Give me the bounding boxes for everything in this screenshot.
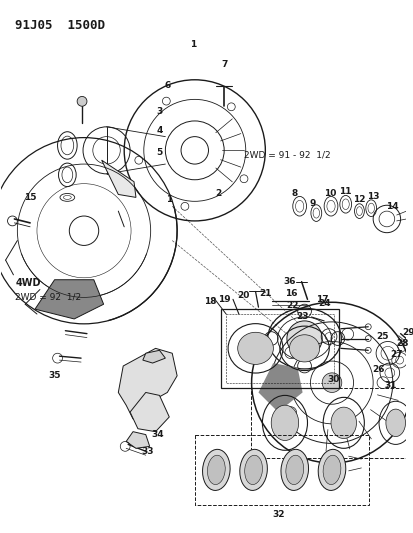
Text: 26: 26: [371, 366, 383, 374]
Polygon shape: [258, 363, 302, 412]
Ellipse shape: [207, 455, 225, 484]
Circle shape: [286, 321, 321, 356]
Ellipse shape: [285, 455, 303, 484]
Bar: [194, 434, 368, 505]
Text: 11: 11: [339, 187, 351, 196]
Polygon shape: [102, 160, 135, 197]
Text: 31: 31: [384, 381, 396, 390]
Text: 22: 22: [286, 301, 298, 310]
Ellipse shape: [271, 405, 298, 440]
Text: 10: 10: [323, 189, 335, 198]
Text: 34: 34: [151, 430, 164, 439]
Text: 27: 27: [389, 350, 402, 359]
Text: 2: 2: [215, 189, 221, 198]
Text: 7: 7: [221, 60, 227, 69]
Ellipse shape: [244, 455, 262, 484]
Ellipse shape: [318, 449, 345, 490]
Ellipse shape: [202, 449, 230, 490]
Text: 30: 30: [327, 375, 339, 384]
Text: 6: 6: [164, 81, 170, 90]
Text: 3: 3: [156, 107, 162, 116]
Text: 1: 1: [166, 195, 172, 204]
Text: 23: 23: [296, 312, 308, 321]
Text: 16: 16: [284, 289, 297, 298]
Text: 14: 14: [385, 201, 398, 211]
Polygon shape: [35, 280, 103, 319]
Text: 24: 24: [317, 299, 330, 308]
Text: 25: 25: [376, 332, 388, 341]
Text: 9: 9: [309, 199, 315, 208]
Text: 29: 29: [401, 328, 413, 337]
Text: 17: 17: [315, 295, 328, 304]
Text: 4WD: 4WD: [15, 278, 41, 288]
Text: 13: 13: [366, 192, 378, 201]
Text: 8: 8: [291, 189, 297, 198]
Text: 19: 19: [217, 295, 230, 304]
Ellipse shape: [330, 407, 356, 439]
Text: 35: 35: [48, 372, 61, 380]
Text: 2WD = 92  1/2: 2WD = 92 1/2: [15, 293, 81, 302]
Text: 32: 32: [272, 511, 285, 520]
Text: 5: 5: [156, 148, 162, 157]
Polygon shape: [142, 350, 165, 363]
Text: 2WD = 91 - 92  1/2: 2WD = 91 - 92 1/2: [243, 150, 330, 159]
Ellipse shape: [280, 449, 308, 490]
Text: 28: 28: [395, 339, 408, 348]
Circle shape: [77, 96, 87, 106]
Circle shape: [321, 373, 341, 392]
Text: 33: 33: [141, 447, 154, 456]
Bar: [250, 387, 413, 458]
Text: 4: 4: [156, 126, 162, 135]
Ellipse shape: [385, 409, 404, 437]
Text: 1: 1: [189, 40, 195, 49]
Text: 21: 21: [259, 289, 271, 298]
Bar: [225, 314, 333, 383]
Text: 18: 18: [204, 297, 216, 306]
Ellipse shape: [322, 455, 340, 484]
Text: 15: 15: [24, 193, 36, 202]
Polygon shape: [118, 349, 177, 419]
Ellipse shape: [289, 335, 319, 362]
Text: 20: 20: [237, 291, 249, 300]
Polygon shape: [130, 392, 169, 432]
Text: 36: 36: [283, 277, 295, 286]
Bar: [221, 309, 338, 387]
Ellipse shape: [237, 332, 273, 365]
Text: 12: 12: [352, 195, 365, 204]
Polygon shape: [126, 432, 150, 448]
Text: 91J05  1500D: 91J05 1500D: [15, 19, 105, 32]
Ellipse shape: [239, 449, 267, 490]
